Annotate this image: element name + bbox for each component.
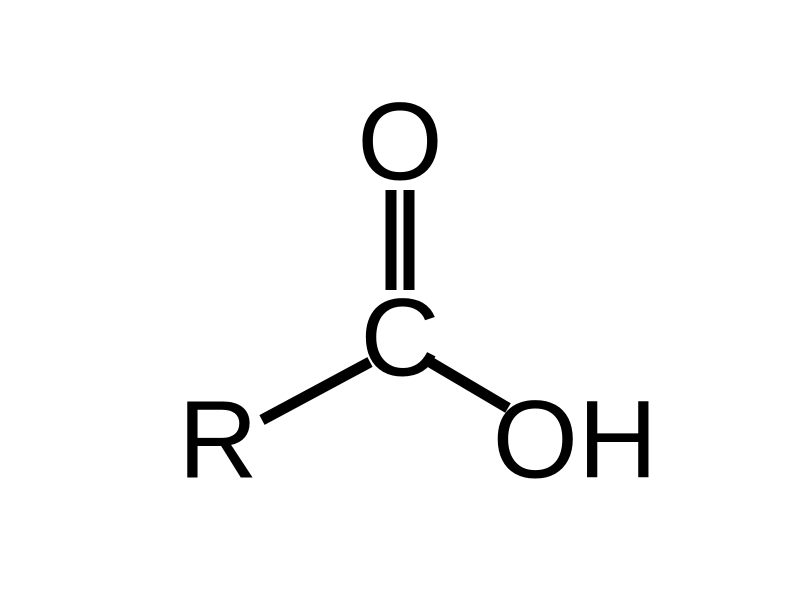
- atom-label-c: C: [360, 277, 439, 400]
- atom-label-r: R: [178, 379, 257, 502]
- carboxylic-acid-diagram: OCR OH: [0, 0, 800, 600]
- atoms-group: OCR OH: [178, 81, 657, 502]
- atom-label-o_top: O: [357, 81, 443, 204]
- bond-single-1: [262, 362, 370, 420]
- atom-label-oh: OH: [493, 379, 658, 502]
